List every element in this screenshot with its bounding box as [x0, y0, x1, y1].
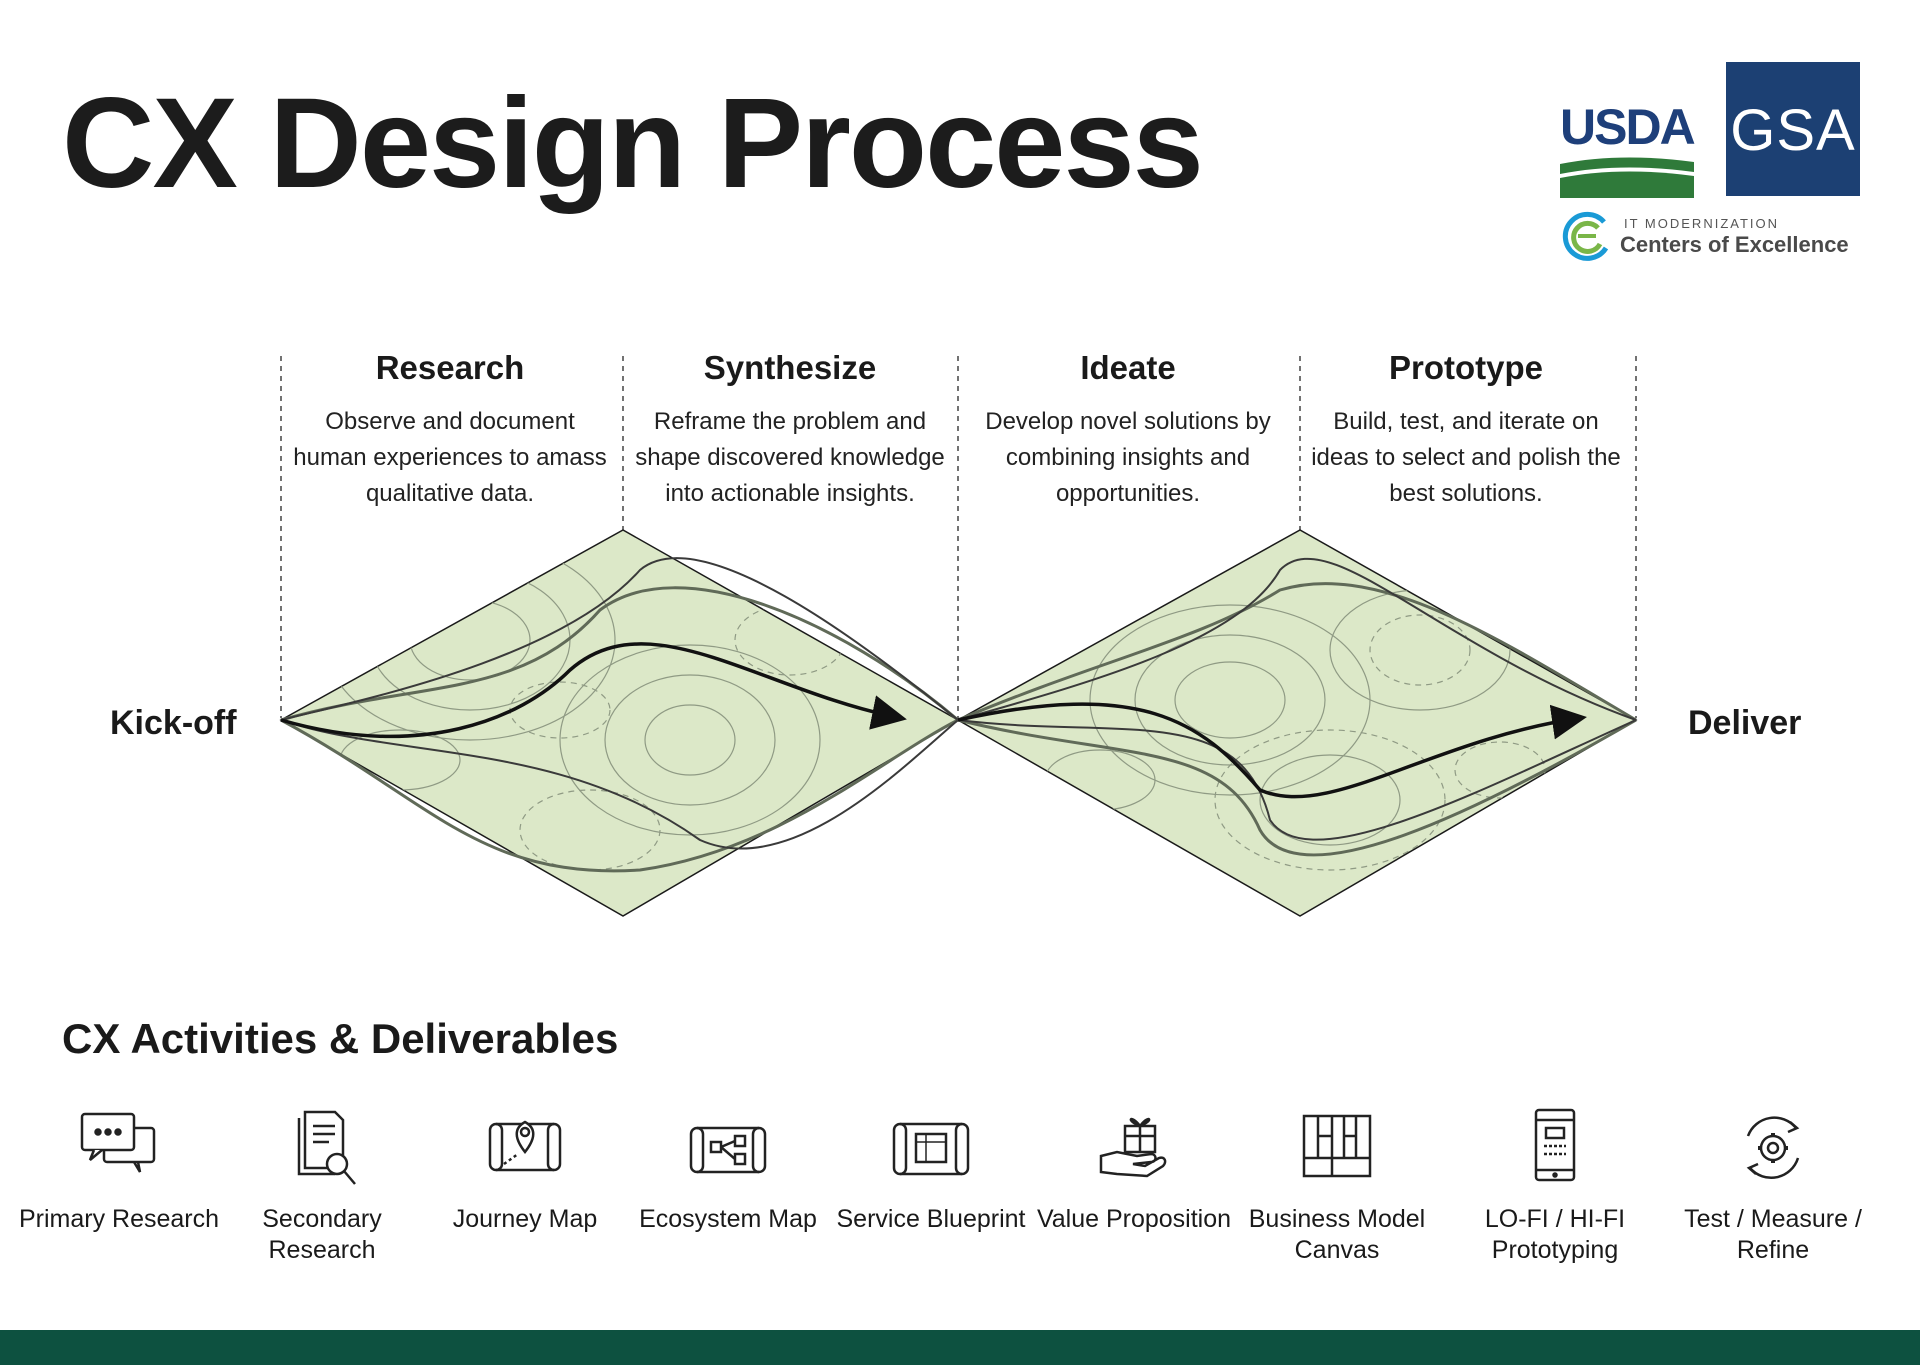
gear-cycle-icon: [1746, 1116, 1800, 1179]
activity-secondary-research: Secondary Research: [217, 1106, 427, 1266]
phase-title: Research: [375, 349, 525, 386]
activity-label: Ecosystem Map: [639, 1205, 817, 1233]
activity-label: Primary Research: [18, 1205, 220, 1233]
discover-diamond: [279, 529, 960, 917]
activity-primary-research: Primary Research: [14, 1106, 224, 1235]
chat-bubbles-icon: [80, 1112, 156, 1173]
canvas-grid-icon: [1302, 1114, 1372, 1178]
activities-heading: CX Activities & Deliverables: [62, 1015, 619, 1062]
activity-ecosystem-map: Ecosystem Map: [623, 1106, 833, 1235]
phase-description: Develop novel solutions by combining ins…: [985, 408, 1271, 508]
activity-label: LO-FI / HI-FI Prototyping: [1484, 1205, 1626, 1264]
define-paths: [957, 557, 1637, 857]
activity-label: Service Blueprint: [836, 1205, 1026, 1233]
activity-service-blueprint: Service Blueprint: [826, 1106, 1036, 1235]
phase-prototype: Prototype Build, test, and iterate on id…: [1306, 349, 1626, 512]
page-title: CX Design Process: [62, 72, 1204, 215]
phase-description: Reframe the problem and shape discovered…: [635, 408, 945, 508]
coe-tagline: IT MODERNIZATION: [1624, 216, 1780, 231]
blueprint-scroll-icon: [892, 1122, 970, 1176]
activity-label: Secondary Research: [262, 1205, 382, 1264]
phase-title: Ideate: [1080, 349, 1176, 386]
mobile-wireframe-icon: [1534, 1108, 1576, 1182]
activity-label: Business Model Canvas: [1248, 1205, 1426, 1264]
gsa-logo: GSA: [1726, 62, 1860, 196]
phase-ideate: Ideate Develop novel solutions by combin…: [968, 349, 1288, 512]
phase-dividers: [280, 356, 1637, 718]
define-main-path: [957, 702, 1587, 799]
phase-research: Research Observe and document human expe…: [290, 349, 610, 512]
activity-label: Value Proposition: [1036, 1205, 1232, 1233]
activity-test-measure-refine: Test / Measure / Refine: [1668, 1106, 1878, 1266]
usda-waves-icon: [1560, 157, 1694, 198]
usda-logo: USDA: [1560, 99, 1696, 198]
discover-paths: [280, 557, 959, 873]
double-diamond-diagram: [279, 356, 1638, 917]
kickoff-label: Kick-off: [110, 704, 237, 742]
activity-label: Test / Measure / Refine: [1684, 1205, 1862, 1264]
phase-description: Build, test, and iterate on ideas to sel…: [1311, 408, 1621, 508]
activity-value-proposition: Value Proposition: [1029, 1106, 1239, 1235]
activity-business-model-canvas: Business Model Canvas: [1232, 1106, 1442, 1266]
coe-logo-icon: [1562, 211, 1609, 261]
coe-name: Centers of Excellence: [1620, 232, 1849, 257]
phase-title: Prototype: [1388, 349, 1543, 386]
gsa-wordmark: GSA: [1730, 98, 1856, 163]
usda-wordmark: USDA: [1560, 99, 1696, 155]
ecosystem-scroll-icon: [689, 1126, 767, 1174]
footer-bar: [0, 1330, 1920, 1365]
activity-prototyping: LO-FI / HI-FI Prototyping: [1450, 1106, 1660, 1266]
discover-main-path: [280, 642, 907, 739]
partner-logos: USDA GSA IT MODERNIZATION Centers of Exc…: [1558, 58, 1862, 268]
define-diamond: [956, 529, 1638, 917]
activity-label: Journey Map: [452, 1205, 598, 1233]
gift-hand-icon: [1099, 1117, 1167, 1178]
document-search-icon: [297, 1110, 356, 1185]
map-pin-icon: [488, 1120, 562, 1172]
phase-synthesize: Synthesize Reframe the problem and shape…: [630, 349, 950, 512]
activity-journey-map: Journey Map: [420, 1106, 630, 1235]
phase-title: Synthesize: [703, 349, 877, 386]
phase-description: Observe and document human experiences t…: [293, 408, 607, 508]
deliver-label: Deliver: [1688, 704, 1802, 742]
